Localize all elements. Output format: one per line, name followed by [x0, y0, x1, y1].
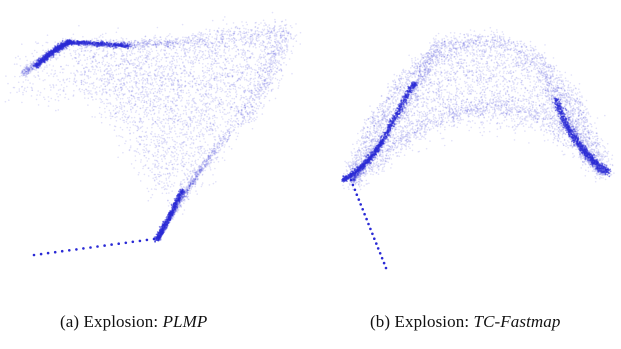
caption-b: (b) Explosion: TC-Fastmap	[370, 312, 560, 332]
point-cloud	[4, 11, 302, 242]
point-cloud	[341, 81, 612, 183]
scatter-plot-tc-fastmap-canvas	[341, 26, 615, 270]
caption-a: (a) Explosion: PLMP	[60, 312, 207, 332]
caption-b-method: TC-Fastmap	[473, 312, 561, 331]
tail-line-plmp	[32, 237, 156, 257]
caption-b-prefix: Explosion:	[394, 312, 470, 331]
caption-a-prefix: Explosion:	[83, 312, 159, 331]
point-cloud	[33, 39, 186, 243]
caption-a-label: (a)	[60, 312, 80, 331]
tail-line-tc-fastmap	[349, 178, 388, 270]
scatter-plot-plmp	[0, 0, 310, 300]
scatter-plot-plmp-canvas	[4, 11, 302, 257]
caption-b-label: (b)	[370, 312, 391, 331]
point-cloud	[342, 26, 615, 191]
scatter-plot-tc-fastmap	[311, 0, 621, 300]
caption-a-method: PLMP	[162, 312, 208, 331]
